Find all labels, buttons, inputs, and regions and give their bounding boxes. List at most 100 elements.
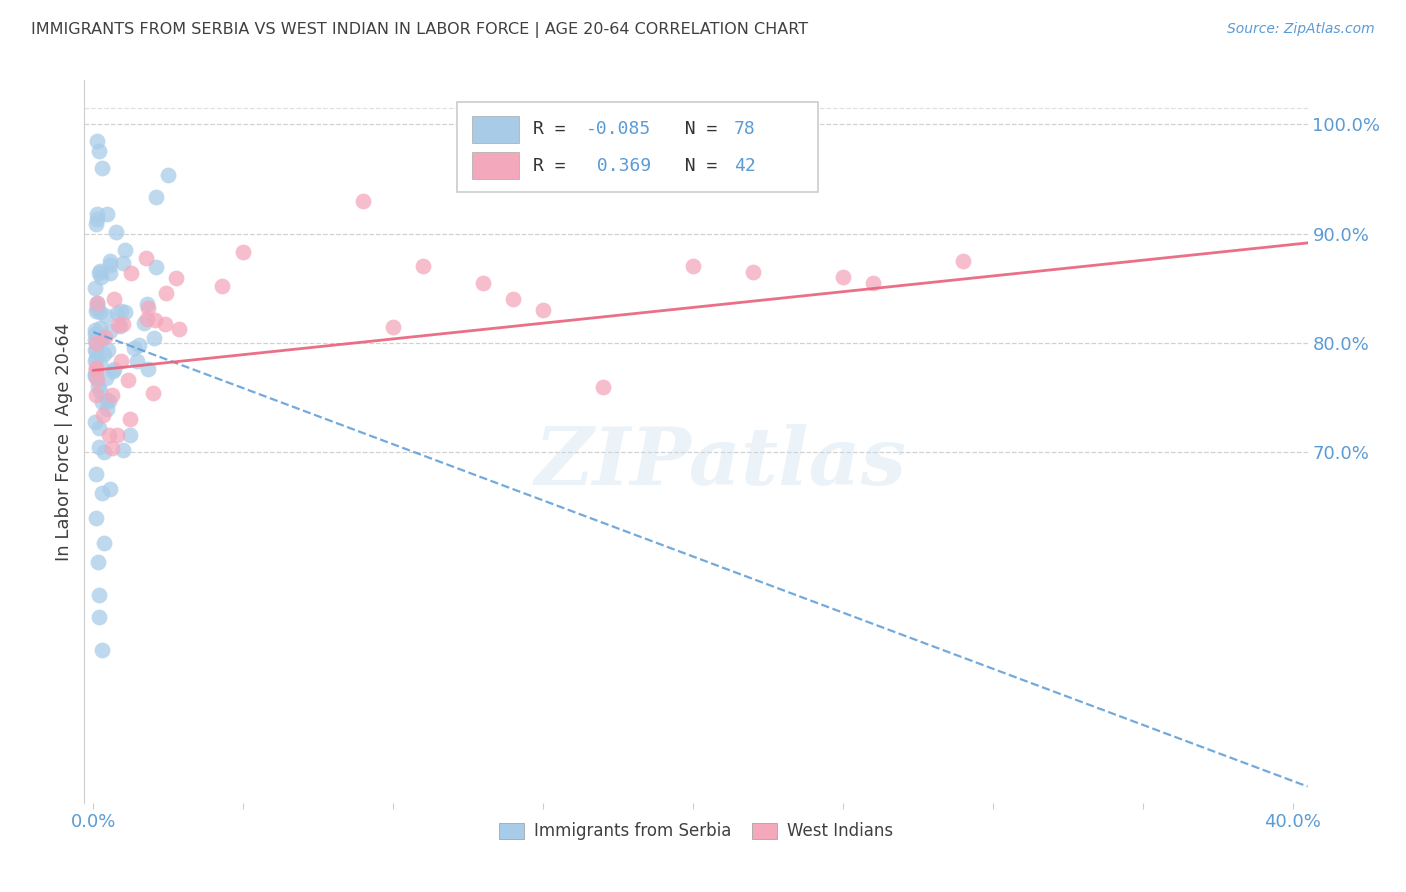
Point bbox=[104, 225, 127, 239]
Point bbox=[742, 265, 765, 279]
Point bbox=[531, 303, 554, 318]
Point bbox=[86, 336, 108, 351]
Point bbox=[145, 260, 167, 274]
Y-axis label: In Labor Force | Age 20-64: In Labor Force | Age 20-64 bbox=[55, 322, 73, 561]
Point bbox=[86, 302, 108, 317]
Point bbox=[165, 271, 187, 285]
Bar bbox=[472, 152, 519, 179]
Text: R =: R = bbox=[533, 156, 576, 175]
Point bbox=[96, 401, 118, 416]
Point bbox=[94, 309, 117, 323]
Point bbox=[112, 256, 135, 270]
Point bbox=[96, 392, 118, 407]
Point bbox=[132, 316, 155, 330]
Point bbox=[98, 428, 121, 442]
Point bbox=[84, 351, 107, 366]
Point bbox=[135, 252, 157, 266]
Point bbox=[86, 343, 108, 357]
Point bbox=[122, 341, 145, 355]
Point bbox=[89, 331, 111, 345]
Point bbox=[117, 373, 139, 387]
Point bbox=[84, 304, 107, 318]
Point bbox=[98, 482, 121, 496]
Point bbox=[105, 305, 128, 319]
Point bbox=[143, 312, 166, 326]
Point bbox=[96, 206, 118, 220]
Text: 0.369: 0.369 bbox=[586, 156, 651, 175]
Point bbox=[155, 286, 177, 301]
Point bbox=[114, 243, 136, 257]
Point bbox=[83, 334, 105, 348]
Point bbox=[98, 266, 121, 280]
Point bbox=[87, 420, 110, 434]
Point bbox=[87, 555, 110, 569]
Point bbox=[86, 511, 108, 525]
Point bbox=[90, 485, 112, 500]
Point bbox=[86, 207, 108, 221]
FancyBboxPatch shape bbox=[457, 102, 818, 193]
Point bbox=[86, 388, 108, 402]
Point bbox=[136, 301, 159, 315]
Point bbox=[83, 327, 105, 342]
Point bbox=[128, 338, 150, 352]
Point bbox=[101, 364, 124, 378]
Point bbox=[93, 408, 115, 422]
Point bbox=[86, 362, 108, 376]
Point bbox=[157, 169, 180, 183]
Point bbox=[831, 270, 853, 285]
Point bbox=[412, 260, 434, 274]
Point bbox=[83, 281, 105, 295]
Text: ZIPatlas: ZIPatlas bbox=[534, 425, 907, 502]
Point bbox=[145, 190, 167, 204]
Point bbox=[89, 264, 111, 278]
Point bbox=[91, 161, 114, 175]
Point bbox=[110, 354, 132, 368]
Point bbox=[118, 428, 141, 442]
Point bbox=[94, 330, 117, 344]
Point bbox=[84, 353, 107, 368]
Text: N =: N = bbox=[664, 120, 728, 138]
Point bbox=[382, 319, 405, 334]
Point bbox=[472, 276, 495, 290]
Point bbox=[89, 384, 111, 398]
Point bbox=[592, 380, 614, 394]
Point bbox=[111, 443, 134, 458]
Point bbox=[86, 134, 108, 148]
Point bbox=[108, 318, 131, 333]
Point bbox=[83, 415, 105, 429]
Point bbox=[114, 305, 136, 319]
Point bbox=[120, 266, 142, 280]
Point bbox=[86, 379, 108, 393]
Point bbox=[862, 276, 884, 290]
Point bbox=[93, 347, 115, 361]
Point bbox=[232, 244, 254, 259]
Point bbox=[682, 260, 704, 274]
Point bbox=[111, 317, 134, 331]
Point bbox=[86, 371, 108, 385]
Point bbox=[86, 296, 108, 310]
Point bbox=[153, 317, 176, 331]
Point bbox=[952, 253, 974, 268]
Point bbox=[135, 296, 157, 310]
Point bbox=[89, 266, 111, 280]
Point bbox=[143, 331, 166, 345]
Point bbox=[89, 609, 111, 624]
Point bbox=[83, 343, 105, 357]
Point bbox=[91, 332, 114, 346]
Point bbox=[136, 311, 159, 326]
Point bbox=[84, 217, 107, 231]
Text: IMMIGRANTS FROM SERBIA VS WEST INDIAN IN LABOR FORCE | AGE 20-64 CORRELATION CHA: IMMIGRANTS FROM SERBIA VS WEST INDIAN IN… bbox=[31, 22, 808, 38]
Point bbox=[167, 322, 190, 336]
Point bbox=[101, 387, 124, 401]
Point bbox=[87, 440, 110, 454]
Point bbox=[100, 441, 122, 455]
Point bbox=[107, 318, 129, 332]
Point bbox=[86, 366, 108, 380]
Legend: Immigrants from Serbia, West Indians: Immigrants from Serbia, West Indians bbox=[491, 814, 901, 848]
Point bbox=[86, 360, 108, 375]
Point bbox=[86, 296, 108, 310]
Bar bbox=[472, 116, 519, 143]
Point bbox=[90, 395, 112, 409]
Point bbox=[211, 278, 233, 293]
Point bbox=[89, 321, 111, 335]
